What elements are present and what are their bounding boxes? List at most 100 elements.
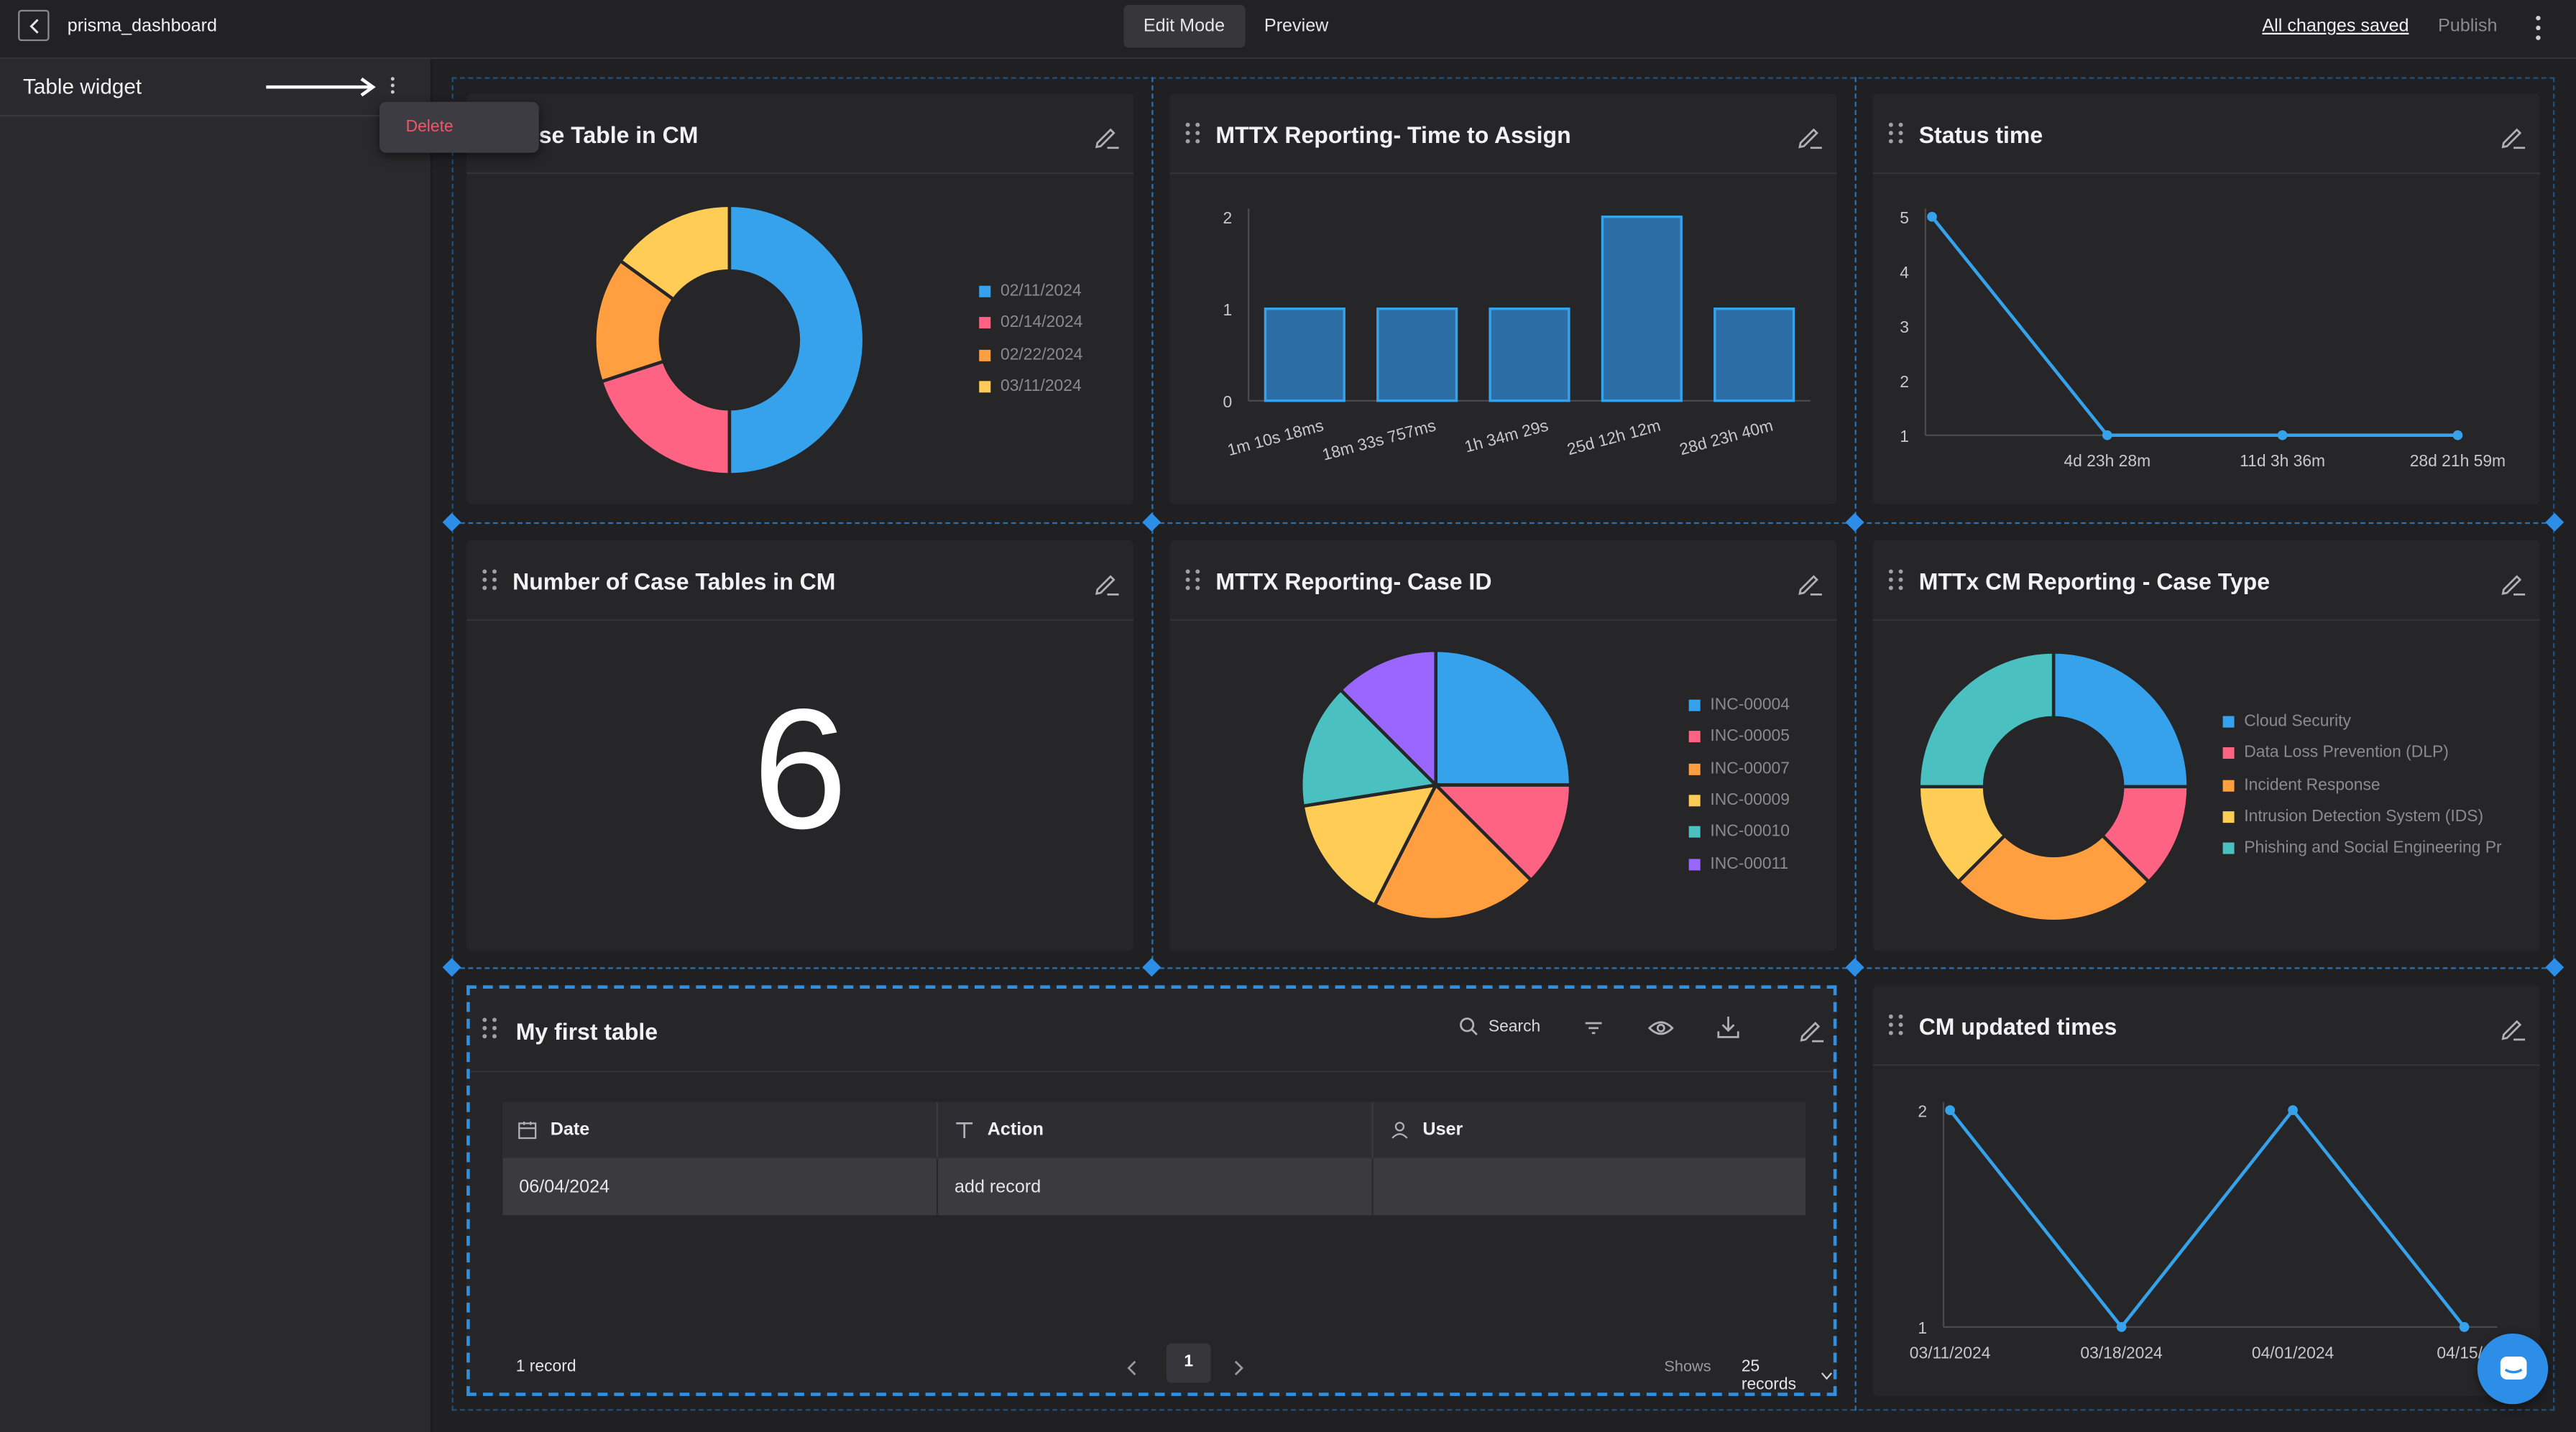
back-button[interactable] [18, 9, 50, 42]
metric-value: 6 [753, 675, 848, 866]
calendar-icon [518, 1122, 537, 1140]
sidebar-item-table-widget[interactable]: Table widget [0, 59, 431, 117]
publish-button[interactable]: Publish [2437, 16, 2498, 37]
widget-status-time[interactable]: Status time 1 2 3 4 5 4d 23h 28m 11d 3h 36m 28d… [1872, 93, 2540, 504]
widget-header: Number of Case Tables in CM [466, 540, 1134, 621]
table-cell[interactable]: 06/04/2024 [502, 1158, 939, 1216]
chat-launcher-button[interactable] [2477, 1333, 2549, 1405]
column-header-user[interactable]: User [1373, 1101, 1806, 1158]
legend-label: Intrusion Detection System (IDS) [2244, 808, 2484, 826]
eye-icon[interactable] [1647, 1018, 1675, 1038]
column-label: User [1422, 1119, 1463, 1140]
pie-slice [599, 359, 732, 476]
legend-label: INC-00005 [1710, 728, 1790, 747]
legend-label: 02/22/2024 [1000, 346, 1083, 364]
widget-case-type[interactable]: MTTx CM Reporting - Case Type Cloud Secu… [1872, 540, 2540, 951]
search-label: Search [1488, 1017, 1541, 1036]
legend-label: 02/11/2024 [1000, 282, 1082, 301]
item-options-icon[interactable] [386, 74, 399, 97]
y-tick-label: 2 [1223, 208, 1233, 227]
table-row[interactable]: 06/04/2024 add record [502, 1158, 1806, 1216]
delete-menu-item[interactable]: Delete [405, 118, 454, 137]
legend-item: INC-00005 [1688, 721, 1790, 753]
column-header-action[interactable]: Action [938, 1101, 1374, 1158]
widget-cm-updated[interactable]: CM updated times 1 2 03/11/2024 03/18/2024 0… [1872, 985, 2540, 1396]
table-cell[interactable] [1373, 1158, 1806, 1216]
widget-my-first-table[interactable]: My first table Search Date Action [466, 985, 1837, 1396]
widget-header: Status time [1872, 93, 2540, 175]
edit-icon[interactable] [1794, 568, 1823, 598]
drag-handle-icon[interactable] [482, 1017, 498, 1040]
y-tick-label: 1 [1223, 300, 1233, 319]
legend-label: Data Loss Prevention (DLP) [2244, 744, 2449, 763]
column-label: Date [550, 1119, 590, 1140]
widget-time-to-assign[interactable]: MTTX Reporting- Time to Assign 0 1 2 1m 10s… [1169, 93, 1837, 504]
widget-case-table-cm[interactable]: se Table in CM 02/11/2024 02/14/2024 02/… [466, 93, 1134, 504]
edit-icon[interactable] [2497, 568, 2526, 598]
search-box[interactable]: Search [1459, 1017, 1541, 1036]
current-page[interactable]: 1 [1166, 1343, 1211, 1383]
widget-number-case-tables[interactable]: Number of Case Tables in CM 6 [466, 540, 1134, 951]
drag-handle-icon[interactable] [1887, 121, 1904, 144]
widget-header: CM updated times [1872, 985, 2540, 1066]
edit-icon[interactable] [2497, 121, 2526, 151]
drag-handle-icon[interactable] [1887, 568, 1904, 591]
edit-icon[interactable] [1091, 568, 1121, 598]
widget-header: MTTX Reporting- Case ID [1169, 540, 1837, 621]
y-tick-label: 4 [1900, 263, 1909, 282]
next-page-icon[interactable] [1232, 1360, 1245, 1377]
edit-icon[interactable] [1794, 121, 1823, 151]
drag-handle-icon[interactable] [482, 568, 498, 591]
mode-tabs: Edit Mode Preview [1123, 4, 1348, 48]
drag-handle-icon[interactable] [1887, 1013, 1904, 1036]
column-header-date[interactable]: Date [502, 1101, 939, 1158]
edit-icon[interactable] [2497, 1013, 2526, 1043]
legend-swatch [2222, 843, 2235, 855]
edit-icon[interactable] [1091, 121, 1121, 151]
series-line [1931, 216, 2458, 437]
tab-preview[interactable]: Preview [1264, 16, 1329, 37]
drag-handle-icon[interactable] [1184, 121, 1201, 144]
legend-item: INC-00007 [1688, 753, 1790, 785]
legend-swatch [1688, 858, 1701, 870]
data-point [2459, 1321, 2470, 1332]
save-status[interactable]: All changes saved [2262, 16, 2409, 37]
legend-item: 02/14/2024 [979, 308, 1082, 339]
widget-case-id[interactable]: MTTX Reporting- Case ID INC-00004 INC-00… [1169, 540, 1837, 951]
legend-swatch [979, 318, 991, 330]
legend-swatch [2222, 747, 2235, 759]
drag-handle-icon[interactable] [1184, 568, 1201, 591]
top-bar: prisma_dashboard Edit Mode Preview All c… [0, 0, 2576, 60]
legend-item: 02/11/2024 [979, 276, 1082, 308]
page-size-select[interactable]: 25 records [1742, 1358, 1834, 1395]
widget-title: Status time [1918, 121, 2043, 148]
filter-icon[interactable] [1583, 1018, 1603, 1038]
arrow-right-icon [266, 77, 376, 97]
x-tick-label: 28d 23h 40m [1678, 416, 1775, 459]
table-footer: 1 record 1 Shows 25 records [470, 1343, 1834, 1395]
legend-swatch [979, 349, 991, 361]
x-tick-label: 1h 34m 29s [1463, 416, 1550, 456]
prev-page-icon[interactable] [1126, 1360, 1138, 1377]
chevron-left-icon [29, 18, 38, 33]
edit-icon[interactable] [1795, 1015, 1825, 1045]
legend-label: INC-00007 [1710, 759, 1790, 778]
bar [1601, 215, 1683, 402]
widget-title: My first table [515, 1018, 658, 1045]
pie-slice [1338, 648, 1438, 790]
pie-slice [1372, 782, 1534, 922]
legend-label: INC-00009 [1710, 791, 1790, 810]
y-tick-label: 0 [1223, 392, 1233, 411]
legend-item: INC-00010 [1688, 816, 1790, 848]
x-tick-label: 04/01/2024 [2252, 1343, 2334, 1362]
widget-title: Number of Case Tables in CM [512, 568, 836, 595]
pie-chart [1300, 648, 1573, 922]
pie-slice [1300, 687, 1440, 808]
download-icon[interactable] [1717, 1015, 1740, 1040]
table-cell[interactable]: add record [938, 1158, 1374, 1216]
pie-slice [2051, 650, 2190, 789]
line-chart: 1 2 3 4 5 4d 23h 28m 11d 3h 36m 28d 21h 59m [1900, 208, 2506, 470]
more-options-icon[interactable] [2531, 13, 2544, 42]
tab-edit-mode[interactable]: Edit Mode [1123, 4, 1245, 48]
